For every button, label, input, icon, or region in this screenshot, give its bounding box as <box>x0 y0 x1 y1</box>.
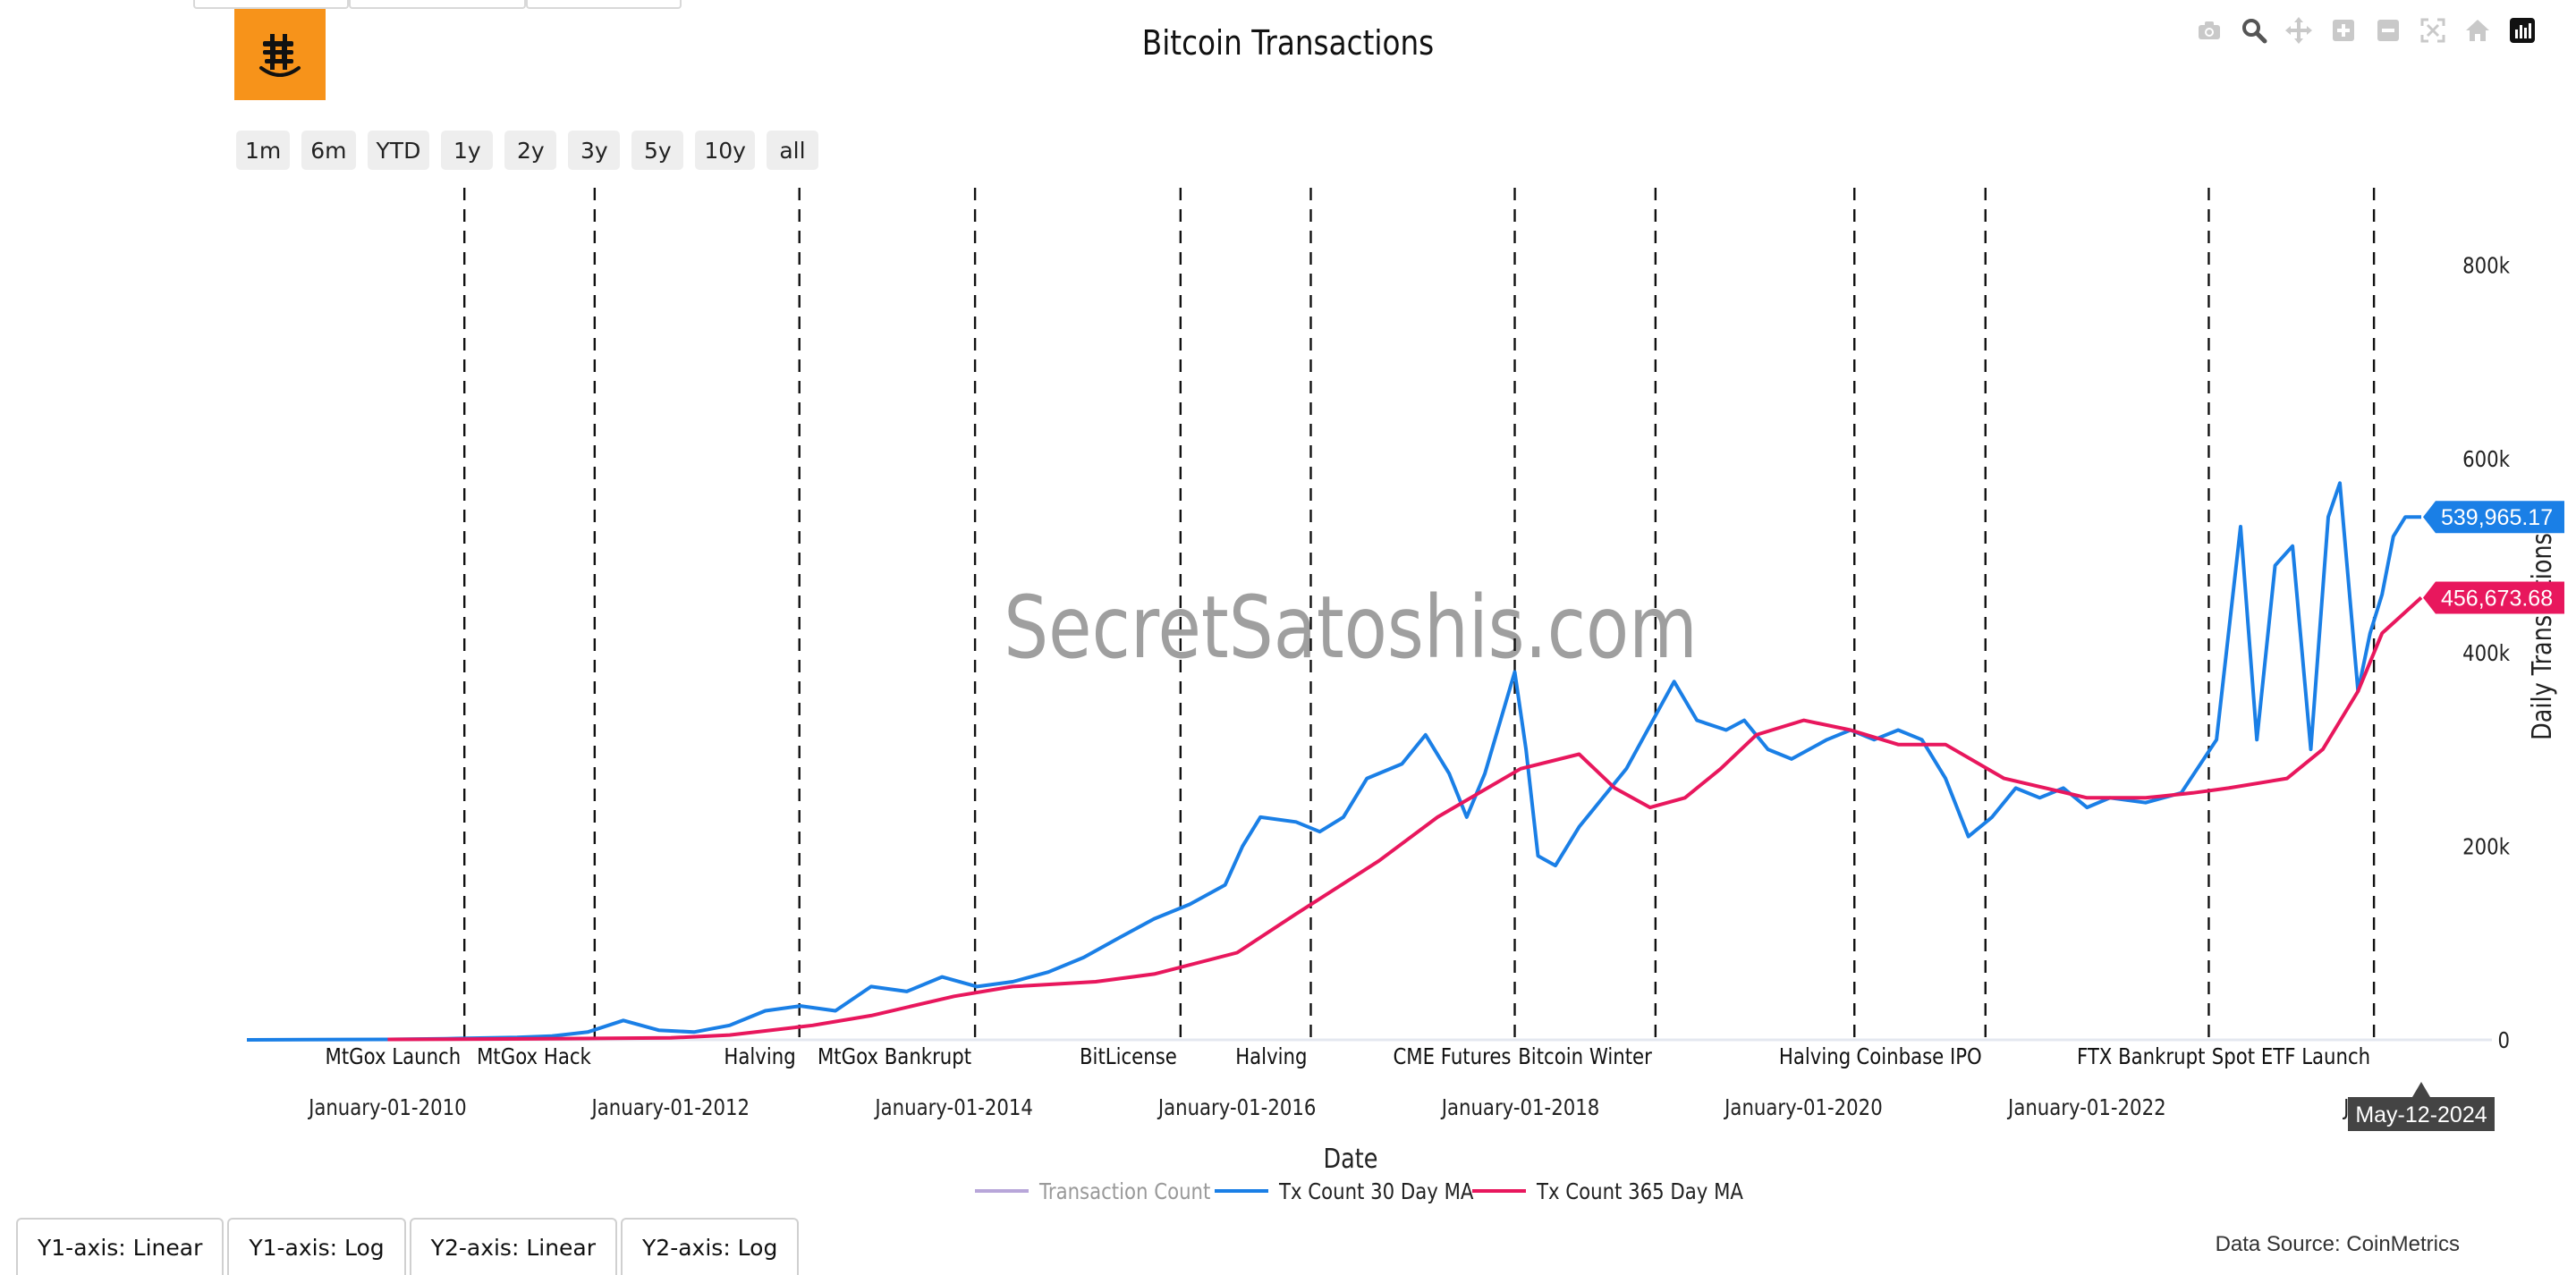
event-label: Halving <box>1779 1043 1851 1069</box>
event-label: Bitcoin Winter <box>1518 1043 1652 1069</box>
legend-item[interactable]: Tx Count 30 Day MA <box>1215 1178 1474 1204</box>
series-line-2[interactable] <box>387 595 2423 1042</box>
x-tick-label: January-01-2012 <box>590 1094 750 1120</box>
event-label: Coinbase IPO <box>1856 1043 1981 1069</box>
event-label: CME Futures <box>1393 1043 1511 1069</box>
data-source: Data Source: CoinMetrics <box>2215 1232 2460 1256</box>
event-label: BitLicense <box>1080 1043 1177 1069</box>
y-tick-label: 600k <box>2462 447 2510 473</box>
range-button-10y[interactable]: 10y <box>695 131 755 170</box>
y-tick-label: 200k <box>2462 834 2510 860</box>
range-button-ytd[interactable]: YTD <box>367 131 430 170</box>
range-button-1m[interactable]: 1m <box>236 131 291 170</box>
series-lines <box>246 481 2423 1042</box>
last-value-labels: 539,965.17 456,673.68 <box>2422 501 2564 614</box>
x-tick-label: January-01-2018 <box>1440 1094 1599 1120</box>
x-tick-label: January-01-2014 <box>874 1094 1033 1120</box>
camera-icon[interactable] <box>2191 13 2227 48</box>
event-label: MtGox Bankrupt <box>818 1043 971 1069</box>
event-markers: MtGox Launch MtGox Hack Halving MtGox Bankr… <box>326 188 2376 1069</box>
event-label: Halving <box>724 1043 795 1069</box>
range-button-1y[interactable]: 1y <box>441 131 494 170</box>
watermark: SecretSatoshis.com <box>1004 578 1698 678</box>
hover-date-text: May-12-2024 <box>2355 1102 2487 1127</box>
range-button-6m[interactable]: 6m <box>301 131 356 170</box>
y-tick-label: 800k <box>2462 253 2510 279</box>
range-selector: 1m 6m YTD 1y 2y 3y 5y 10y all <box>236 131 818 170</box>
last-value-text: 456,673.68 <box>2441 586 2553 611</box>
axis-scale-buttons: Y1-axis: Linear Y1-axis: Log Y2-axis: Li… <box>16 1218 800 1275</box>
pan-icon[interactable] <box>2281 13 2317 48</box>
legend-item[interactable]: Tx Count 365 Day MA <box>1472 1178 1743 1204</box>
y1-linear-button[interactable]: Y1-axis: Linear <box>16 1218 225 1275</box>
chart-title: Bitcoin Transactions <box>1141 23 1435 63</box>
event-label: Halving <box>1235 1043 1307 1069</box>
modebar <box>2191 13 2540 48</box>
zoom-icon[interactable] <box>2236 13 2272 48</box>
tab-stub[interactable] <box>193 0 349 9</box>
y-tick-label: 0 <box>2497 1027 2510 1053</box>
y-tick-label: 400k <box>2462 640 2510 666</box>
series-line-1[interactable] <box>246 481 2421 1042</box>
legend-label: Tx Count 365 Day MA <box>1536 1178 1743 1204</box>
y2-linear-button[interactable]: Y2-axis: Linear <box>409 1218 618 1275</box>
plotly-logo-icon[interactable] <box>2504 13 2540 48</box>
last-value-tag: 539,965.17 <box>2422 501 2564 534</box>
y-axis: 0 200k 400k 600k 800k <box>2462 253 2510 1053</box>
bitcoin-smile-icon <box>234 9 326 100</box>
tab-stub[interactable] <box>349 0 526 9</box>
event-label: FTX Bankrupt <box>2077 1043 2205 1069</box>
last-value-tag: 456,673.68 <box>2422 581 2564 614</box>
hover-date-label: May-12-2024 <box>2347 1082 2495 1131</box>
tab-stub[interactable] <box>526 0 682 9</box>
x-tick-label: January-01-2016 <box>1157 1094 1316 1120</box>
range-button-2y[interactable]: 2y <box>504 131 557 170</box>
legend[interactable]: Transaction Count Tx Count 30 Day MA Tx Co… <box>975 1178 1743 1204</box>
event-label: Spot ETF Launch <box>2212 1043 2370 1069</box>
x-axis-title: Date <box>1324 1143 1378 1175</box>
zoom-in-icon[interactable] <box>2326 13 2361 48</box>
x-tick-label: January-01-2022 <box>2006 1094 2165 1120</box>
logo-glyph <box>259 34 301 77</box>
y2-log-button[interactable]: Y2-axis: Log <box>621 1218 800 1275</box>
y1-log-button[interactable]: Y1-axis: Log <box>227 1218 406 1275</box>
y-axis-title: Daily Transactions <box>2526 533 2558 740</box>
legend-label: Tx Count 30 Day MA <box>1278 1178 1473 1204</box>
x-tick-label: January-01-2020 <box>1723 1094 1882 1120</box>
last-value-text: 539,965.17 <box>2441 505 2553 530</box>
legend-item[interactable]: Transaction Count <box>975 1178 1210 1204</box>
legend-label: Transaction Count <box>1038 1178 1210 1204</box>
event-label: MtGox Hack <box>477 1043 591 1069</box>
home-icon[interactable] <box>2460 13 2496 48</box>
x-tick-label: January-01-2010 <box>307 1094 466 1120</box>
range-button-all[interactable]: all <box>766 131 818 170</box>
autoscale-icon[interactable] <box>2415 13 2451 48</box>
zoom-out-icon[interactable] <box>2370 13 2406 48</box>
range-button-3y[interactable]: 3y <box>568 131 621 170</box>
range-button-5y[interactable]: 5y <box>631 131 684 170</box>
event-label: MtGox Launch <box>326 1043 462 1069</box>
x-axis: January-01-2010 January-01-2012 January-01… <box>307 1094 2396 1120</box>
